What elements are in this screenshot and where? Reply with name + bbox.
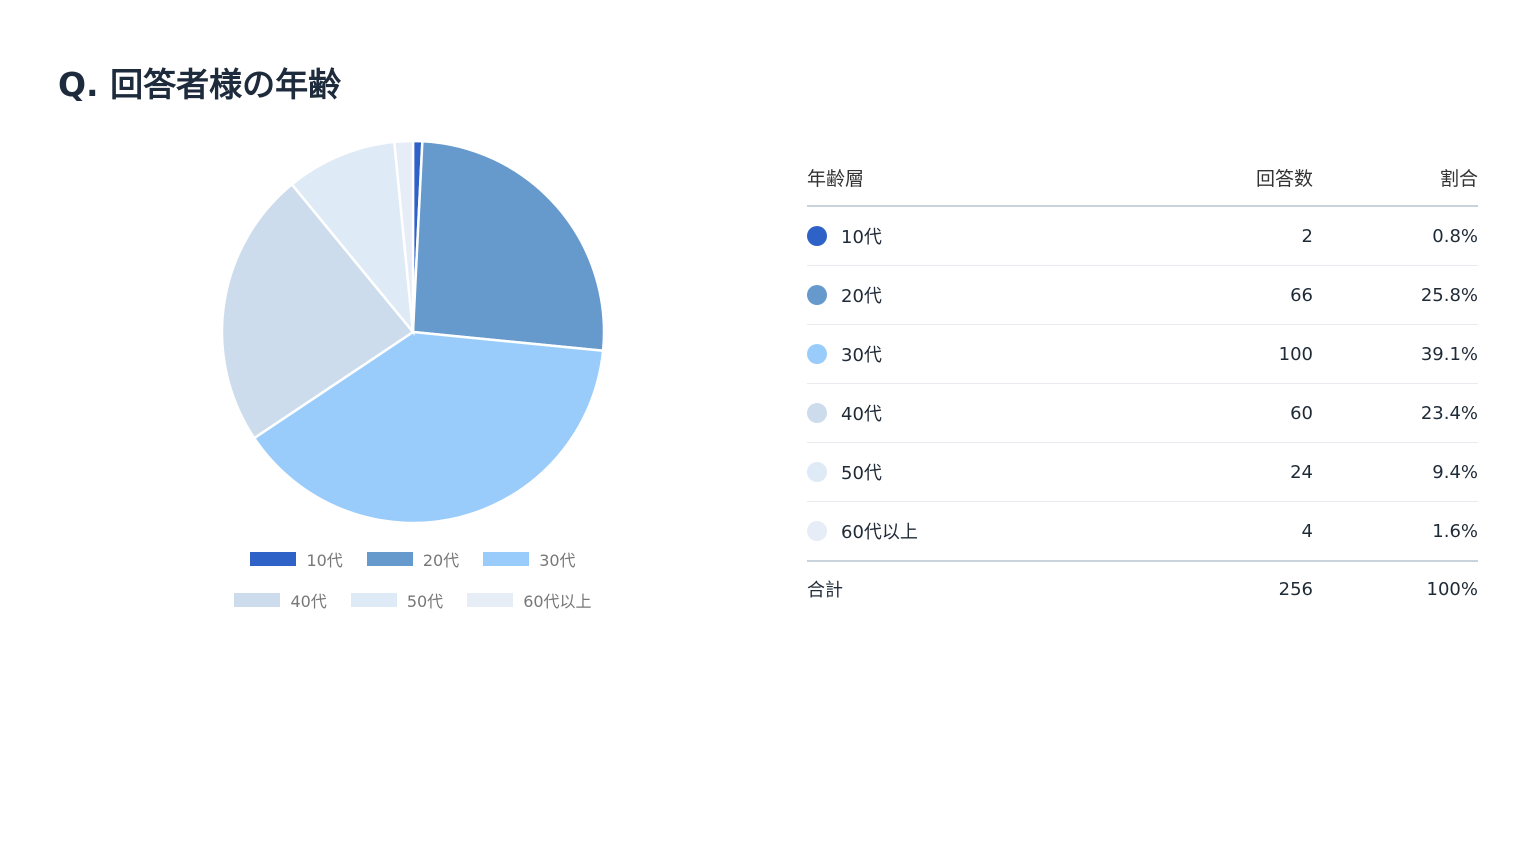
color-dot — [807, 344, 827, 364]
row-label: 60代以上 — [841, 522, 918, 543]
row-pct: 0.8% — [1432, 225, 1478, 247]
row-pct: 39.1% — [1420, 343, 1478, 365]
legend-label: 50代 — [406, 592, 444, 611]
legend-item: 50代 — [350, 588, 444, 612]
row-pct: 9.4% — [1432, 461, 1478, 483]
pie-chart — [220, 139, 606, 525]
row-count: 60 — [1290, 402, 1313, 424]
legend-swatch — [366, 552, 413, 566]
table-row: 60代以上 4 1.6% — [807, 502, 1478, 562]
page-title: Q. 回答者様の年齢 — [58, 65, 342, 104]
row-count: 24 — [1290, 461, 1313, 483]
row-label: 10代 — [841, 227, 882, 248]
legend-swatch — [350, 593, 397, 607]
pie-slice-40代 — [220, 182, 415, 440]
legend-swatch — [234, 593, 281, 607]
row-pct: 23.4% — [1420, 402, 1478, 424]
table-total-row: 合計 256 100% — [807, 562, 1478, 616]
row-label: 50代 — [841, 463, 882, 484]
row-label: 30代 — [841, 345, 882, 366]
pie-slice-20代 — [411, 139, 606, 353]
color-dot — [807, 403, 827, 423]
legend-label: 20代 — [422, 551, 460, 570]
legend-swatch — [467, 593, 514, 607]
table-row: 40代 60 23.4% — [807, 384, 1478, 443]
legend-label: 40代 — [290, 592, 327, 611]
legend-row-1: 10代 20代 30代 — [200, 547, 626, 571]
legend-label: 60代以上 — [523, 592, 592, 611]
table-row: 20代 66 25.8% — [807, 266, 1478, 325]
table-row: 30代 100 39.1% — [807, 325, 1478, 384]
legend-item: 30代 — [483, 547, 576, 571]
pie-slice-50代 — [290, 140, 415, 336]
legend-swatch — [250, 552, 297, 566]
color-dot — [807, 521, 827, 541]
color-dot — [807, 285, 827, 305]
row-count: 100 — [1278, 343, 1313, 365]
header-pct: 割合 — [1439, 168, 1478, 190]
total-pct: 100% — [1426, 578, 1478, 600]
color-dot — [807, 226, 827, 246]
total-label: 合計 — [807, 580, 843, 601]
row-pct: 25.8% — [1420, 284, 1478, 306]
header-age: 年齢層 — [807, 168, 865, 190]
row-count: 66 — [1290, 284, 1313, 306]
legend-swatch — [483, 552, 530, 566]
table-row: 10代 2 0.8% — [807, 207, 1478, 266]
legend-item: 10代 — [250, 547, 343, 571]
data-table: 年齢層 回答数 割合 10代 2 0.8% 20代 66 25.8% 30代 100 39.1%… — [807, 150, 1478, 616]
legend-label: 30代 — [539, 551, 576, 570]
table-row: 50代 24 9.4% — [807, 443, 1478, 502]
row-label: 20代 — [841, 286, 882, 307]
color-dot — [807, 462, 827, 482]
row-count: 2 — [1301, 225, 1313, 247]
legend-label: 10代 — [306, 551, 343, 570]
legend-item: 60代以上 — [467, 588, 592, 612]
legend-item: 20代 — [366, 547, 460, 571]
legend-item: 40代 — [234, 588, 327, 612]
row-count: 4 — [1301, 520, 1313, 542]
total-count: 256 — [1278, 578, 1313, 600]
pie-slice-60代以上 — [392, 139, 415, 333]
row-label: 40代 — [841, 404, 882, 425]
header-count: 回答数 — [1255, 168, 1313, 190]
row-pct: 1.6% — [1432, 520, 1478, 542]
legend-row-2: 40代 50代 60代以上 — [200, 588, 626, 612]
table-header: 年齢層 回答数 割合 — [807, 150, 1478, 207]
pie-slice-30代 — [252, 330, 605, 525]
